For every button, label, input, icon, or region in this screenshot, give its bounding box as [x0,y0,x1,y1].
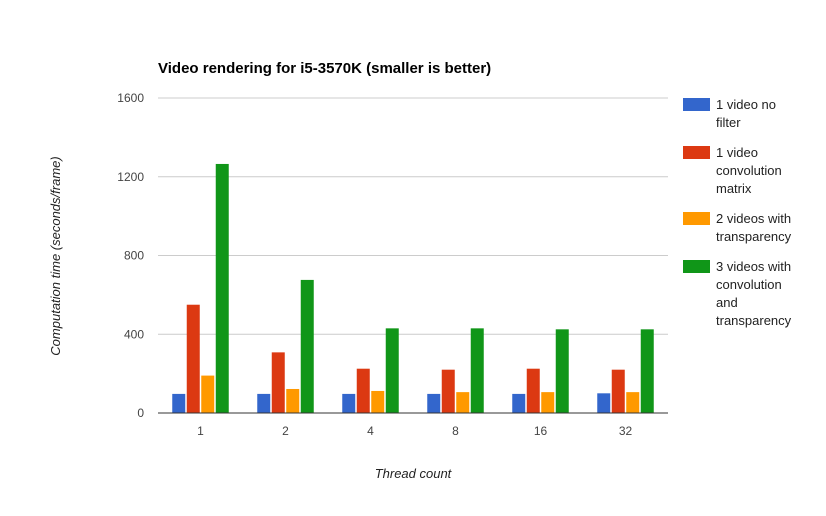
bar [286,388,300,413]
legend-label: 1 video convolution matrix [716,145,782,196]
bar [385,328,399,413]
legend-item: 2 videos with transparency [683,211,792,244]
y-tick-label: 1600 [117,91,144,105]
bar [271,352,285,413]
legend-swatch [683,98,710,111]
x-tick-labels: 1 2 4 8 16 32 [197,424,632,438]
bar [512,393,526,413]
bar [300,279,314,413]
bar [555,329,569,413]
x-axis-title: Thread count [375,466,453,481]
gridlines [158,97,668,335]
legend-label: 3 videos with convolution and transparency [716,259,792,328]
bar [342,393,356,413]
y-tick-label: 0 [137,406,144,420]
bar [541,392,555,413]
bar [470,328,484,413]
legend-item: 1 video no filter [683,97,776,130]
legend: 1 video no filter 1 video convolution matrix… [683,97,792,328]
legend-swatch [683,260,710,273]
bar [526,368,540,413]
bar [611,369,625,413]
bars [172,163,654,413]
bar [172,393,186,413]
bar [356,368,370,413]
bar [441,369,455,413]
chart-title: Video rendering for i5-3570K (smaller is… [158,60,491,77]
y-tick-label: 800 [124,249,144,263]
bar [427,393,441,413]
bar [215,163,229,413]
bar [456,392,470,413]
legend-swatch [683,146,710,159]
legend-label: 2 videos with transparency [716,211,792,244]
legend-label: 1 video no filter [716,97,776,130]
x-tick-label: 8 [452,424,459,438]
legend-item: 3 videos with convolution and transparency [683,259,792,328]
y-axis-title: Computation time (seconds/frame) [48,156,63,355]
x-tick-label: 4 [367,424,374,438]
y-tick-label: 1200 [117,170,144,184]
bar [597,393,611,413]
x-tick-label: 16 [534,424,548,438]
x-tick-label: 32 [619,424,633,438]
legend-swatch [683,212,710,225]
x-tick-label: 1 [197,424,204,438]
bar [626,392,640,413]
bar [201,375,215,413]
legend-item: 1 video convolution matrix [683,145,782,196]
y-tick-labels: 0 400 800 1200 1600 [117,91,144,420]
y-tick-label: 400 [124,327,144,341]
x-tick-label: 2 [282,424,289,438]
bar [186,304,200,413]
bar [371,390,385,413]
bar [257,393,271,413]
bar [640,329,654,413]
